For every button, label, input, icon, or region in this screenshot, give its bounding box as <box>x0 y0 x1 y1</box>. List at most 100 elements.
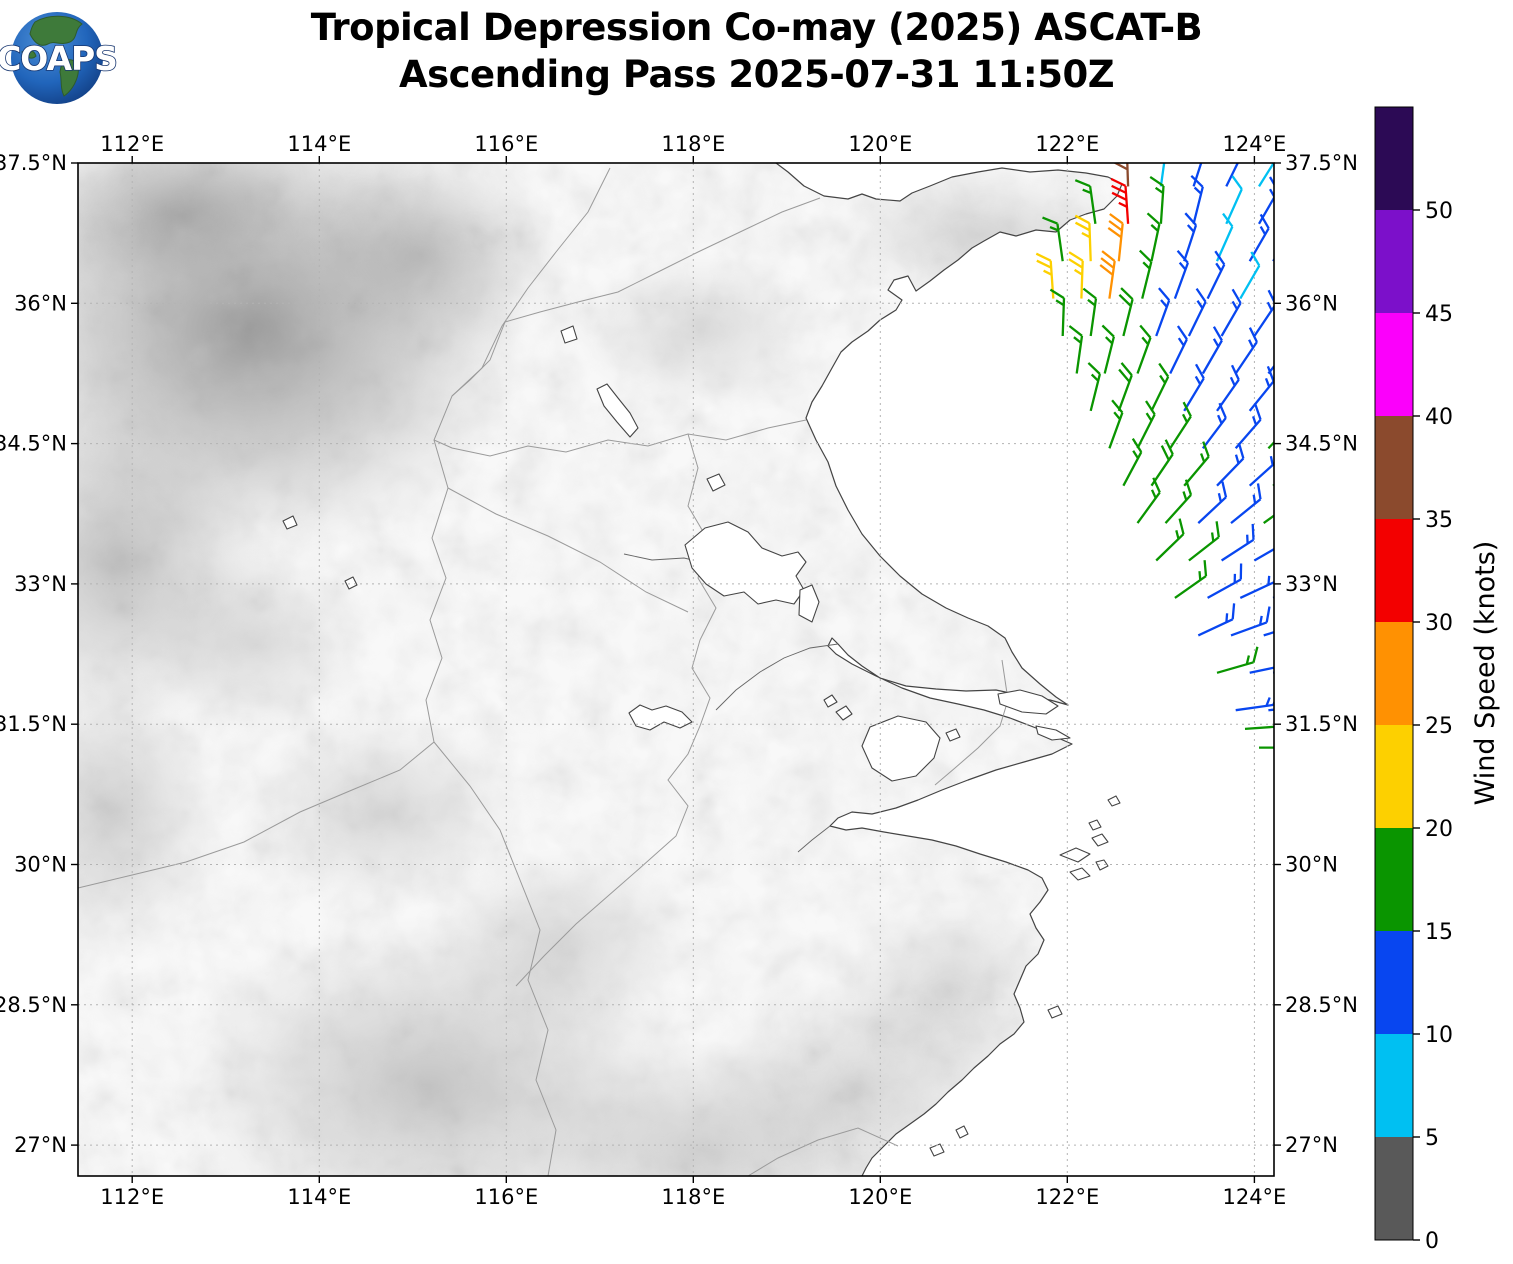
lat-tick-label-left: 30°N <box>14 853 67 877</box>
lat-tick-label-left: 36°N <box>14 291 67 315</box>
wind-barb <box>1074 214 1092 262</box>
wind-barb <box>1220 523 1255 562</box>
lon-tick-label-top: 118°E <box>661 132 725 156</box>
globe-continents <box>21 15 83 97</box>
wind-barb <box>1263 631 1274 637</box>
lat-tick-label-left: 33°N <box>14 572 67 596</box>
wind-barb <box>1173 249 1189 299</box>
wind-barb <box>1183 363 1205 412</box>
colorbar-segment <box>1375 1034 1413 1137</box>
wind-barb <box>1149 175 1165 224</box>
islands <box>929 689 1121 1157</box>
wind-barb <box>1042 216 1064 262</box>
wind-barb <box>1206 250 1226 300</box>
figure-title: Tropical Depression Co-may (2025) ASCAT-… <box>0 4 1513 98</box>
wind-barb <box>1074 179 1097 224</box>
colorbar-tick-label: 20 <box>1425 817 1453 842</box>
wind-barb <box>1239 575 1274 599</box>
wind-barb <box>1099 250 1116 299</box>
wind-barb <box>1248 365 1274 412</box>
colorbar-title: Wind Speed (knots) <box>1470 541 1501 806</box>
wind-barb <box>1155 287 1171 337</box>
lat-tick-label-left: 28.5°N <box>0 993 67 1017</box>
wind-barb <box>1136 324 1152 374</box>
wind-barb <box>1263 514 1274 525</box>
wind-barb <box>1253 289 1274 337</box>
wind-barb <box>1082 287 1098 337</box>
wind-barb <box>1216 442 1245 487</box>
wind-barb <box>1234 327 1258 375</box>
wind-barb <box>1188 521 1220 562</box>
wind-barb <box>1164 479 1193 524</box>
colorbar-tick-label: 10 <box>1425 1023 1453 1048</box>
wind-barb <box>1248 444 1274 487</box>
wind-barb <box>1230 606 1271 637</box>
lat-tick-label-left: 37.5°N <box>0 151 67 175</box>
lon-tick-label-top: 114°E <box>287 132 351 156</box>
colorbar-segment <box>1375 725 1413 828</box>
colorbar-tick-label: 25 <box>1425 714 1453 739</box>
wind-barb <box>1101 324 1116 374</box>
wind-barb <box>1201 326 1223 375</box>
colorbar-tick-label: 45 <box>1425 302 1453 327</box>
colorbar-segment <box>1375 931 1413 1034</box>
wind-barb <box>1267 364 1274 375</box>
wind-barb <box>1122 437 1143 487</box>
colorbar-tick-label: 40 <box>1425 405 1453 430</box>
wind-barb <box>1035 252 1055 299</box>
wind-barb <box>1108 399 1124 449</box>
lon-tick-label-top: 112°E <box>100 132 164 156</box>
lat-tick-label-right: 28.5°N <box>1285 993 1358 1017</box>
colorbar-segment <box>1375 1137 1413 1240</box>
lat-tick-label-right: 36°N <box>1285 291 1338 315</box>
lat-tick-label-right: 30°N <box>1285 853 1338 877</box>
colorbar-segment <box>1375 210 1413 313</box>
wind-barb <box>1138 249 1153 299</box>
wind-barb <box>1187 287 1207 337</box>
colorbar-tick-label: 35 <box>1425 508 1453 533</box>
wind-barb <box>1169 401 1192 449</box>
wind-barb <box>1107 213 1124 262</box>
map-frame <box>77 162 1275 1177</box>
colorbar-tick-label: 30 <box>1425 611 1453 636</box>
wind-barb <box>1146 212 1161 262</box>
colorbar-tick-label: 0 <box>1425 1229 1439 1254</box>
wind-barb <box>1169 325 1188 375</box>
coaps-logo: COAPS <box>0 12 119 104</box>
wind-barb <box>1183 212 1198 262</box>
colorbar-segment <box>1375 519 1413 622</box>
wind-barb <box>1174 560 1208 599</box>
figure-title-line1: Tropical Depression Co-may (2025) ASCAT-… <box>310 6 1203 49</box>
wind-barb <box>1197 603 1236 637</box>
wind-barb <box>1239 251 1261 300</box>
lat-tick-label-right: 34.5°N <box>1285 432 1358 456</box>
lat-tick-label-left: 27°N <box>14 1133 67 1157</box>
lat-tick-label-left: 31.5°N <box>0 712 67 736</box>
wind-barb <box>1272 671 1274 674</box>
wind-barb <box>1207 563 1243 599</box>
wind-barb <box>1234 404 1262 450</box>
wind-barb <box>1201 402 1227 449</box>
lon-tick-label-bottom: 118°E <box>661 1185 725 1209</box>
colorbar-segment <box>1375 828 1413 931</box>
colorbar-tick-label: 5 <box>1425 1126 1439 1151</box>
lon-tick-label-bottom: 112°E <box>100 1185 164 1209</box>
axis-ticks-and-labels: 112°E 112°E 114°E 114°E 116°E 116°E 118°E 118°E… <box>0 132 1358 1209</box>
wind-barb <box>1220 288 1242 337</box>
figure-title-line2: Ascending Pass 2025-07-31 11:50Z <box>398 53 1115 96</box>
wind-barb <box>1068 325 1084 374</box>
wind-barb <box>1230 483 1262 524</box>
wind-barb <box>1087 362 1102 412</box>
coastline <box>775 162 1123 1177</box>
lat-tick-label-left: 34.5°N <box>0 432 67 456</box>
lon-tick-label-top: 124°E <box>1222 132 1286 156</box>
wind-barb <box>1244 725 1274 731</box>
colorbar-segment <box>1375 107 1413 210</box>
wind-barb <box>1136 477 1161 524</box>
wind-barb <box>1216 646 1259 674</box>
lon-tick-label-bottom: 114°E <box>287 1185 351 1209</box>
coaps-logo-text: COAPS <box>0 39 117 78</box>
wind-barb <box>1183 441 1210 487</box>
wind-barb <box>1272 257 1274 262</box>
